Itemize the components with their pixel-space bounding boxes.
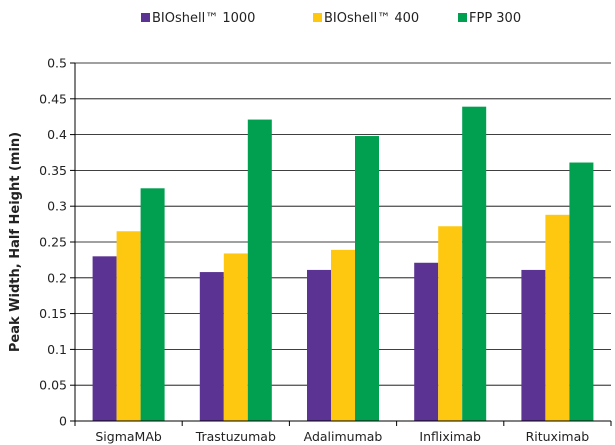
y-tick-label: 0.4 (47, 127, 67, 142)
x-tick-label: Trastuzumab (195, 429, 276, 444)
bar-adalimumab-series-1 (307, 269, 331, 421)
y-axis-title: Peak Width, Half Height (min) (8, 132, 23, 352)
legend-swatch-series-3 (458, 13, 467, 22)
bar-rituximab-series-1 (521, 269, 546, 421)
legend-swatch-series-2 (313, 13, 322, 22)
y-tick-label: 0.25 (39, 235, 67, 250)
legend: BIOshell™ 1000 BIOshell™ 400 FPP 300 (141, 11, 521, 26)
bars (92, 106, 594, 422)
bar-rituximab-series-2 (545, 214, 570, 421)
bar-trastuzumab-series-1 (199, 272, 224, 421)
y-tick-label: 0.1 (47, 342, 67, 357)
y-tick-label: 0 (59, 414, 67, 429)
x-tick-label: Adalimumab (304, 429, 383, 444)
bar-sigmamab-series-1 (92, 256, 117, 421)
y-tick-label: 0.2 (47, 270, 67, 285)
y-tick-label: 0.5 (47, 56, 67, 71)
bar-rituximab-series-3 (569, 162, 594, 422)
y-tick-label: 0.45 (39, 91, 67, 106)
bar-sigmamab-series-3 (140, 188, 165, 421)
x-tick-labels: SigmaMAb Trastuzumab Adalimumab Infliximab R… (95, 429, 589, 444)
bar-adalimumab-series-3 (355, 136, 379, 422)
y-tick-label: 0.15 (39, 306, 67, 321)
bar-sigmamab-series-2 (116, 231, 141, 421)
bar-trastuzumab-series-2 (223, 253, 248, 421)
y-tick-label: 0.3 (47, 199, 67, 214)
legend-label-series-2: BIOshell™ 400 (324, 11, 419, 26)
legend-label-series-1: BIOshell™ 1000 (152, 11, 255, 26)
y-tick-label: 0.35 (39, 163, 67, 178)
x-tick-label: Rituximab (526, 429, 590, 444)
legend-swatch-series-1 (141, 13, 150, 22)
bar-infliximab-series-1 (414, 262, 439, 421)
bar-adalimumab-series-2 (331, 249, 355, 421)
x-tick-label: SigmaMAb (95, 429, 162, 444)
y-tick-labels: 0 0.05 0.1 0.15 0.2 0.25 0.3 0.35 0.4 0.45 0.5 (39, 56, 67, 429)
bar-infliximab-series-3 (462, 106, 487, 422)
x-tick-label: Infliximab (419, 429, 481, 444)
axes (74, 63, 612, 426)
legend-label-series-3: FPP 300 (469, 11, 521, 26)
y-tick-label: 0.05 (39, 378, 67, 393)
bar-infliximab-series-2 (438, 226, 463, 421)
bar-trastuzumab-series-3 (247, 119, 272, 422)
